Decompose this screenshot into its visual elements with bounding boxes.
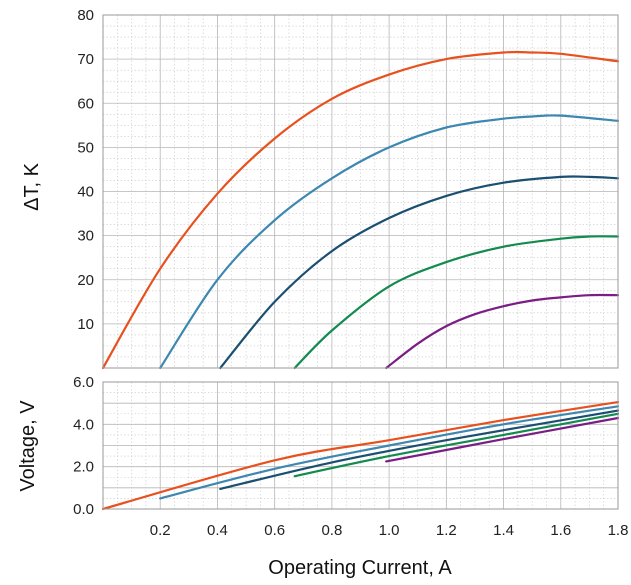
y-tick-label: 60 [77,95,94,112]
y-tick-label: 4.0 [73,416,94,433]
series-line-2 [159,114,620,370]
delta-t-plot-frame [102,14,619,369]
delta-t-axis-title: ΔT, K [21,162,43,210]
x-tick-label: 1.8 [608,522,629,539]
x-tick-label: 1.2 [436,522,457,539]
delta-t-y-tick-labels: 10 20 30 40 50 60 70 80 [77,7,94,333]
y-tick-label: 20 [77,272,94,289]
y-tick-label: 30 [77,228,94,245]
series-line-3 [219,175,620,370]
y-tick-label: 40 [77,184,94,201]
x-tick-label: 1.0 [379,522,400,539]
x-tick-label: 0.4 [207,522,228,539]
y-tick-label: 10 [77,316,94,333]
series-line-4 [293,412,620,478]
voltage-y-tick-labels: 0.0 2.0 4.0 6.0 [73,374,94,518]
y-tick-label: 6.0 [73,374,94,391]
y-tick-label: 70 [77,51,94,68]
series-line-5 [385,416,620,463]
x-tick-label: 0.6 [264,522,285,539]
delta-t-series [101,50,620,370]
series-line-5 [385,293,620,370]
x-tick-labels: 0.2 0.4 0.6 0.8 1.0 1.2 1.4 1.6 1.8 [150,522,629,539]
series-line-1 [101,401,620,511]
series-line-4 [293,235,620,370]
voltage-series [101,401,620,511]
x-tick-label: 1.4 [493,522,514,539]
x-axis-title: Operating Current, A [268,557,452,579]
y-tick-label: 80 [77,7,94,24]
y-tick-label: 2.0 [73,459,94,476]
delta-t-grid [102,14,619,369]
voltage-plot-frame [102,381,619,510]
voltage-plot: 0.0 2.0 4.0 6.0 0.2 0.4 0.6 0.8 1.0 1.2 1.4 1.6 1.8 [73,374,628,539]
series-line-3 [219,409,620,490]
x-tick-label: 0.2 [150,522,171,539]
delta-t-plot: 10 20 30 40 50 60 70 80 [77,7,620,370]
voltage-axis-title: Voltage, V [17,400,39,492]
x-tick-label: 1.6 [550,522,571,539]
x-tick-label: 0.8 [321,522,342,539]
y-tick-label: 0.0 [73,501,94,518]
series-line-1 [101,50,620,370]
y-tick-label: 50 [77,139,94,156]
series-line-2 [159,405,620,500]
